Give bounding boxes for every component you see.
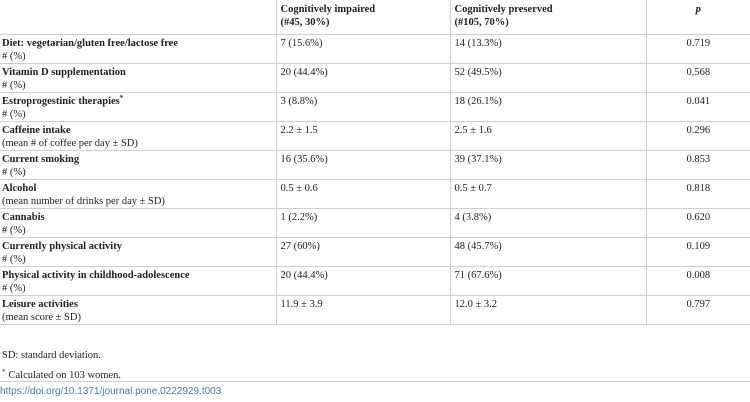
header-variable bbox=[0, 0, 276, 35]
row-variable-label: Current smoking bbox=[2, 153, 276, 166]
p-value-cell: 0.797 bbox=[645, 295, 750, 325]
row-variable-cell: Physical activity in childhood-adolescen… bbox=[0, 266, 276, 296]
impaired-value-cell: 0.5 ± 0.6 bbox=[275, 179, 450, 209]
row-variable-name: Current smoking bbox=[2, 153, 80, 165]
impaired-value-cell: 2.2 ± 1.5 bbox=[275, 121, 450, 151]
row-variable-name: Currently physical activity bbox=[2, 240, 122, 252]
row-variable-name: Alcohol bbox=[2, 182, 37, 194]
header-p-value: p bbox=[645, 0, 750, 35]
preserved-value-cell: 0.5 ± 0.7 bbox=[449, 179, 646, 209]
row-variable-unit: # (%) bbox=[2, 166, 26, 178]
table-body: Diet: vegetarian/gluten free/lactose fre… bbox=[0, 34, 750, 325]
p-value-cell: 0.853 bbox=[645, 150, 750, 180]
header-preserved: Cognitively preserved (#105, 70%) bbox=[449, 0, 646, 35]
row-variable-unit: # (%) bbox=[2, 224, 26, 236]
p-value-cell: 0.041 bbox=[645, 92, 750, 122]
row-variable-cell: Cannabis # (%) bbox=[0, 208, 276, 238]
preserved-value-cell: 14 (13.3%) bbox=[449, 34, 646, 64]
doi-divider bbox=[0, 381, 750, 382]
row-variable-label: Leisure activities bbox=[2, 298, 276, 311]
header-impaired-count: (#45, 30%) bbox=[280, 17, 330, 28]
header-row: Cognitively impaired (#45, 30%) Cognitiv… bbox=[0, 0, 750, 35]
table-row: Physical activity in childhood-adolescen… bbox=[0, 266, 750, 296]
p-value-cell: 0.818 bbox=[645, 179, 750, 209]
footnote-mark: * bbox=[2, 368, 6, 376]
row-variable-name: Vitamin D supplementation bbox=[2, 66, 126, 78]
row-variable-label: Cannabis bbox=[2, 211, 276, 224]
row-variable-name: Estroprogestinic therapies bbox=[2, 95, 120, 107]
doi-link[interactable]: https://doi.org/10.1371/journal.pone.022… bbox=[0, 386, 222, 397]
row-variable-cell: Diet: vegetarian/gluten free/lactose fre… bbox=[0, 34, 276, 64]
p-value-cell: 0.719 bbox=[645, 34, 750, 64]
row-variable-unit: (mean # of coffee per day ± SD) bbox=[2, 137, 138, 149]
row-variable-unit: # (%) bbox=[2, 282, 26, 294]
row-variable-cell: Current smoking # (%) bbox=[0, 150, 276, 180]
preserved-value-cell: 12.0 ± 3.2 bbox=[449, 295, 646, 325]
table-row: Vitamin D supplementation # (%) 20 (44.4%)… bbox=[0, 63, 750, 93]
row-variable-label: Estroprogestinic therapies* bbox=[2, 93, 276, 108]
row-variable-unit: # (%) bbox=[2, 79, 26, 91]
row-variable-label: Alcohol bbox=[2, 182, 276, 195]
table-row: Current smoking # (%) 16 (35.6%) 39 (37.1%)… bbox=[0, 150, 750, 180]
preserved-value-cell: 4 (3.8%) bbox=[449, 208, 646, 238]
row-variable-cell: Currently physical activity # (%) bbox=[0, 237, 276, 267]
impaired-value-cell: 27 (60%) bbox=[275, 237, 450, 267]
p-value-cell: 0.109 bbox=[645, 237, 750, 267]
row-variable-unit: # (%) bbox=[2, 50, 26, 62]
row-variable-unit: (mean score ± SD) bbox=[2, 311, 81, 323]
impaired-value-cell: 3 (8.8%) bbox=[275, 92, 450, 122]
row-variable-label: Caffeine intake bbox=[2, 124, 276, 137]
row-variable-cell: Estroprogestinic therapies* # (%) bbox=[0, 92, 276, 122]
impaired-value-cell: 20 (44.4%) bbox=[275, 266, 450, 296]
row-variable-label: Currently physical activity bbox=[2, 240, 276, 253]
impaired-value-cell: 11.9 ± 3.9 bbox=[275, 295, 450, 325]
table-row: Caffeine intake (mean # of coffee per day… bbox=[0, 121, 750, 151]
table-row: Currently physical activity # (%) 27 (60%)… bbox=[0, 237, 750, 267]
row-variable-cell: Leisure activities (mean score ± SD) bbox=[0, 295, 276, 325]
row-variable-unit: # (%) bbox=[2, 108, 26, 120]
footnote-marker: * bbox=[119, 93, 124, 102]
row-variable-name: Cannabis bbox=[2, 211, 45, 223]
row-variable-label: Diet: vegetarian/gluten free/lactose fre… bbox=[2, 37, 276, 50]
impaired-value-cell: 7 (15.6%) bbox=[275, 34, 450, 64]
p-value-cell: 0.568 bbox=[645, 63, 750, 93]
table-row: Leisure activities (mean score ± SD) 11.9 … bbox=[0, 295, 750, 325]
row-variable-name: Leisure activities bbox=[2, 298, 78, 310]
row-variable-cell: Alcohol (mean number of drinks per day ± … bbox=[0, 179, 276, 209]
row-variable-label: Vitamin D supplementation bbox=[2, 66, 276, 79]
row-variable-name: Physical activity in childhood-adolescen… bbox=[2, 269, 190, 281]
table-row: Alcohol (mean number of drinks per day ± … bbox=[0, 179, 750, 209]
header-impaired: Cognitively impaired (#45, 30%) bbox=[275, 0, 450, 35]
table-row: Estroprogestinic therapies* # (%) 3 (8.8%)… bbox=[0, 92, 750, 122]
impaired-value-cell: 16 (35.6%) bbox=[275, 150, 450, 180]
p-value-cell: 0.620 bbox=[645, 208, 750, 238]
p-value-cell: 0.296 bbox=[645, 121, 750, 151]
row-variable-label: Physical activity in childhood-adolescen… bbox=[2, 269, 276, 282]
row-variable-cell: Vitamin D supplementation # (%) bbox=[0, 63, 276, 93]
footnote-women: * Calculated on 103 women. bbox=[2, 366, 121, 382]
header-impaired-title: Cognitively impaired bbox=[280, 4, 376, 15]
impaired-value-cell: 1 (2.2%) bbox=[275, 208, 450, 238]
preserved-value-cell: 48 (45.7%) bbox=[449, 237, 646, 267]
table-row: Cannabis # (%) 1 (2.2%) 4 (3.8%) 0.620 bbox=[0, 208, 750, 238]
row-variable-cell: Caffeine intake (mean # of coffee per day… bbox=[0, 121, 276, 151]
preserved-value-cell: 52 (49.5%) bbox=[449, 63, 646, 93]
footnote-women-text: Calculated on 103 women. bbox=[8, 370, 122, 381]
results-table: Cognitively impaired (#45, 30%) Cognitiv… bbox=[0, 0, 750, 325]
row-variable-unit: # (%) bbox=[2, 253, 26, 265]
header-preserved-count: (#105, 70%) bbox=[454, 17, 509, 28]
footnote-sd: SD: standard deviation. bbox=[2, 350, 101, 361]
row-variable-name: Caffeine intake bbox=[2, 124, 71, 136]
row-variable-unit: (mean number of drinks per day ± SD) bbox=[2, 195, 165, 207]
table-row: Diet: vegetarian/gluten free/lactose fre… bbox=[0, 34, 750, 64]
preserved-value-cell: 18 (26.1%) bbox=[449, 92, 646, 122]
row-variable-name: Diet: vegetarian/gluten free/lactose fre… bbox=[2, 37, 178, 49]
preserved-value-cell: 39 (37.1%) bbox=[449, 150, 646, 180]
preserved-value-cell: 2.5 ± 1.6 bbox=[449, 121, 646, 151]
p-value-cell: 0.008 bbox=[645, 266, 750, 296]
preserved-value-cell: 71 (67.6%) bbox=[449, 266, 646, 296]
impaired-value-cell: 20 (44.4%) bbox=[275, 63, 450, 93]
header-preserved-title: Cognitively preserved bbox=[454, 4, 553, 15]
